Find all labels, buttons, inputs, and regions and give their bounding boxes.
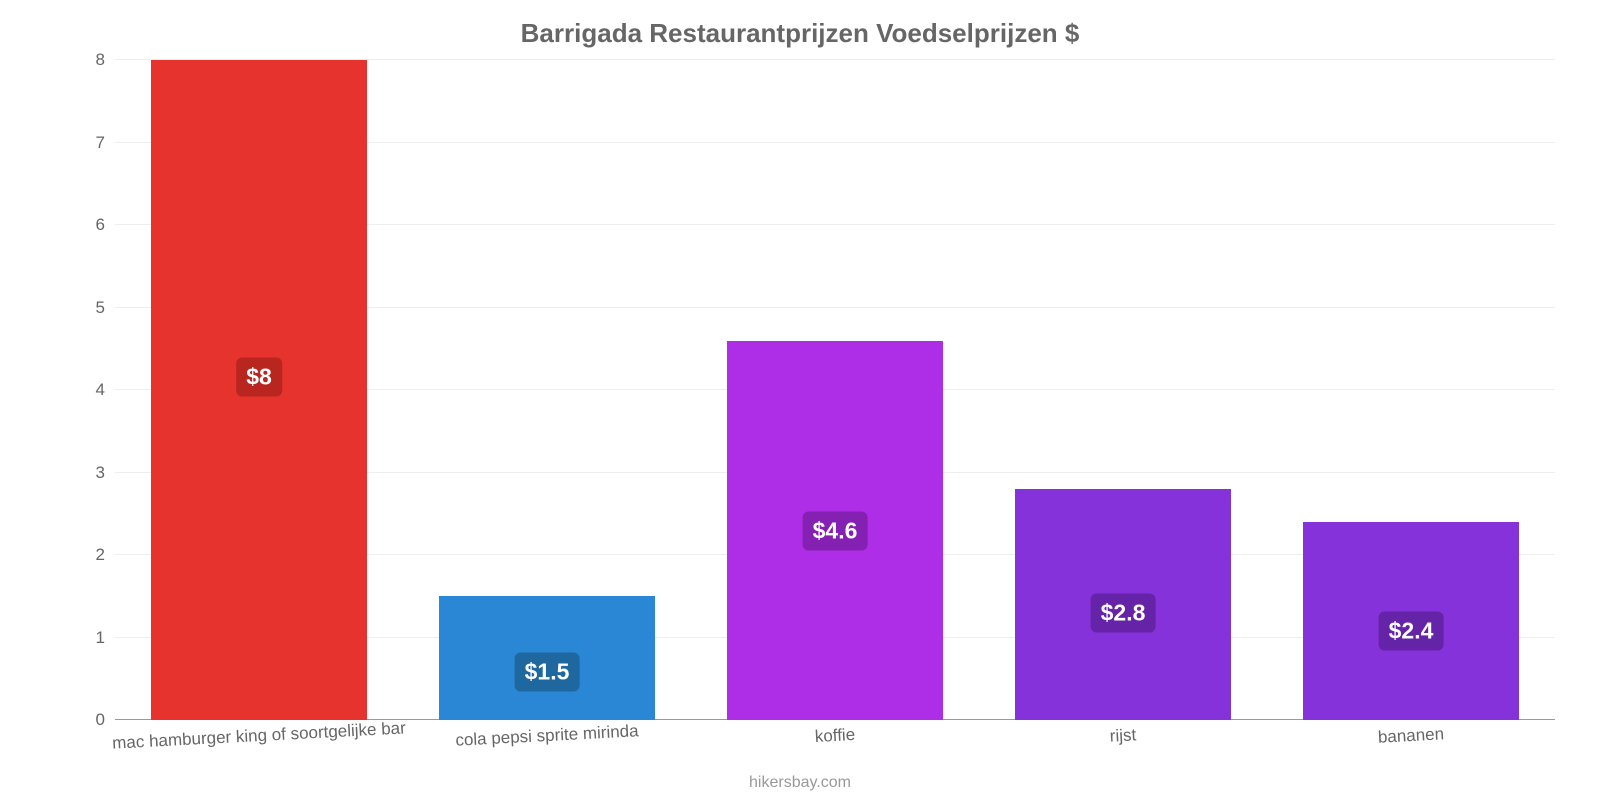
x-tick-label: cola pepsi sprite mirinda: [455, 721, 639, 751]
bar: $2.8: [1015, 489, 1231, 720]
bar: $2.4: [1303, 522, 1519, 720]
bar: $8: [151, 60, 367, 720]
bars-layer: $8 $1.5 $4.6 $2.8 $2.4: [115, 60, 1555, 720]
y-tick-label: 0: [96, 710, 115, 730]
chart-title: Barrigada Restaurantprijzen Voedselprijz…: [0, 18, 1600, 49]
y-tick-label: 8: [96, 50, 115, 70]
y-tick-label: 7: [96, 133, 115, 153]
bar-value-label: $2.8: [1091, 593, 1156, 632]
bar-value-label: $4.6: [803, 512, 868, 551]
x-tick-label: rijst: [1109, 725, 1136, 746]
bar-value-label: $8: [236, 358, 282, 397]
bar: $1.5: [439, 596, 655, 720]
price-bar-chart: Barrigada Restaurantprijzen Voedselprijz…: [0, 0, 1600, 800]
y-tick-label: 6: [96, 215, 115, 235]
chart-credit: hikersbay.com: [0, 774, 1600, 792]
bar: $4.6: [727, 341, 943, 721]
bar-value-label: $1.5: [515, 652, 580, 691]
x-tick-label: koffie: [814, 725, 855, 747]
bar-value-label: $2.4: [1379, 612, 1444, 651]
plot-area: 012345678 $8$1.5$4.6$2.8$2.4: [115, 60, 1555, 720]
x-tick-label: bananen: [1377, 724, 1444, 747]
y-tick-label: 4: [96, 380, 115, 400]
y-tick-label: 5: [96, 298, 115, 318]
y-tick-label: 2: [96, 545, 115, 565]
x-tick-label: mac hamburger king of soortgelijke bar: [112, 718, 407, 753]
y-tick-label: 3: [96, 463, 115, 483]
y-tick-label: 1: [96, 628, 115, 648]
